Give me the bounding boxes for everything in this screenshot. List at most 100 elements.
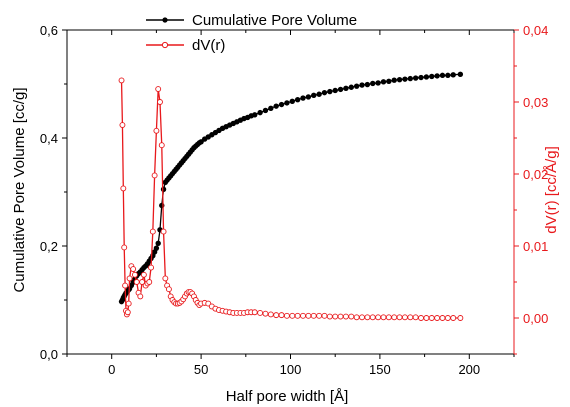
data-point-cumulative — [262, 107, 269, 114]
data-point-dv — [300, 312, 306, 319]
data-point-cumulative — [343, 85, 349, 92]
data-point-cumulative — [284, 100, 290, 106]
data-point-dv — [146, 279, 153, 285]
data-point-dv — [125, 300, 132, 307]
data-point-dv — [294, 312, 301, 319]
data-point-dv — [262, 310, 269, 317]
data-point-dv — [326, 313, 333, 320]
y-tick-label: 0,4 — [40, 131, 58, 146]
data-point-dv — [140, 271, 147, 278]
data-point-dv — [305, 312, 312, 319]
y-tick-label: 0,2 — [40, 239, 58, 254]
data-point-dv — [278, 312, 285, 319]
data-point-cumulative — [257, 109, 263, 116]
data-point-dv — [310, 312, 317, 319]
data-point-dv — [450, 315, 457, 321]
data-point-cumulative — [396, 76, 403, 83]
data-point-cumulative — [278, 101, 285, 108]
data-point-dv — [155, 86, 162, 92]
y-tick-label: 0,0 — [40, 347, 58, 362]
legend-label-dv: dV(r) — [192, 37, 225, 54]
data-point-cumulative — [380, 79, 387, 85]
data-point-dv — [412, 314, 419, 321]
data-point-dv — [369, 314, 376, 321]
data-point-cumulative — [423, 74, 430, 80]
y2-axis-title: dV(r) [cc/Å/g] — [543, 146, 560, 234]
data-point-dv — [359, 314, 365, 321]
data-point-dv — [119, 122, 126, 128]
data-point-dv — [118, 77, 125, 84]
data-point-cumulative — [407, 75, 413, 82]
x-axis-title: Half pore width [Å] — [226, 388, 349, 405]
legend-label-cumulative: Cumulative Pore Volume — [192, 12, 357, 29]
data-point-cumulative — [402, 76, 408, 82]
data-point-dv — [122, 282, 129, 289]
data-point-cumulative — [327, 88, 333, 95]
series-line-1 — [120, 80, 461, 319]
data-point-cumulative — [289, 98, 295, 104]
data-point-cumulative — [305, 94, 312, 100]
y2-tick-label: 0,00 — [523, 311, 548, 326]
data-point-dv — [124, 309, 131, 316]
data-point-cumulative — [450, 72, 456, 78]
data-point-cumulative — [412, 75, 419, 81]
data-point-cumulative — [332, 87, 338, 94]
data-point-dv — [385, 314, 392, 321]
data-point-dv — [139, 279, 146, 285]
data-point-dv — [267, 311, 274, 318]
data-point-dv — [457, 315, 464, 321]
y2-tick-label: 0,04 — [523, 23, 548, 38]
data-point-cumulative — [429, 73, 435, 80]
data-point-dv — [289, 312, 296, 319]
data-point-dv — [316, 312, 323, 319]
data-point-cumulative — [364, 81, 371, 88]
x-tick-label: 100 — [280, 362, 302, 377]
data-point-dv — [121, 244, 128, 251]
data-point-dv — [126, 275, 133, 282]
data-point-cumulative — [359, 82, 365, 88]
data-point-cumulative — [153, 245, 160, 251]
data-point-cumulative — [391, 77, 397, 83]
data-point-cumulative — [375, 80, 381, 86]
data-point-dv — [418, 315, 424, 321]
legend-marker-cumulative — [162, 17, 168, 23]
data-point-dv — [137, 293, 144, 300]
data-point-dv — [321, 312, 328, 319]
data-point-dv — [157, 99, 163, 105]
data-point-cumulative — [418, 74, 424, 81]
data-point-cumulative — [252, 112, 258, 118]
data-point-dv — [407, 314, 414, 321]
data-point-dv — [439, 315, 446, 321]
data-point-dv — [428, 315, 435, 321]
data-point-cumulative — [386, 78, 392, 85]
data-point-dv — [283, 312, 290, 319]
data-point-dv — [337, 313, 344, 320]
data-point-dv — [151, 172, 158, 179]
y2-tick-label: 0,01 — [523, 239, 548, 254]
data-point-dv — [342, 313, 349, 320]
data-point-cumulative — [348, 84, 354, 90]
data-point-dv — [273, 312, 280, 319]
data-point-dv — [131, 271, 138, 278]
plot-area: 0 50 100 150 200 0,0 0,2 0,4 0,6 0,00 0,01 0,02 0,03… — [40, 23, 548, 377]
data-point-dv — [130, 266, 137, 272]
data-point-dv — [444, 315, 451, 321]
data-point-dv — [160, 228, 167, 235]
data-point-dv — [396, 314, 403, 321]
data-point-cumulative — [439, 72, 446, 79]
data-point-dv — [148, 264, 154, 271]
data-point-cumulative — [370, 80, 376, 87]
y2-tick-label: 0,02 — [523, 167, 548, 182]
y-axis-title: Cumulative Pore Volume [cc/g] — [11, 87, 28, 292]
data-point-dv — [423, 315, 430, 321]
data-point-cumulative — [321, 89, 328, 96]
data-point-dv — [434, 315, 441, 321]
data-point-cumulative — [353, 83, 360, 89]
data-point-dv — [251, 309, 258, 316]
data-point-dv — [153, 127, 160, 134]
data-point-cumulative — [337, 86, 344, 93]
data-point-cumulative — [300, 95, 306, 101]
data-point-dv — [401, 314, 408, 321]
legend-marker-dv — [161, 41, 169, 49]
